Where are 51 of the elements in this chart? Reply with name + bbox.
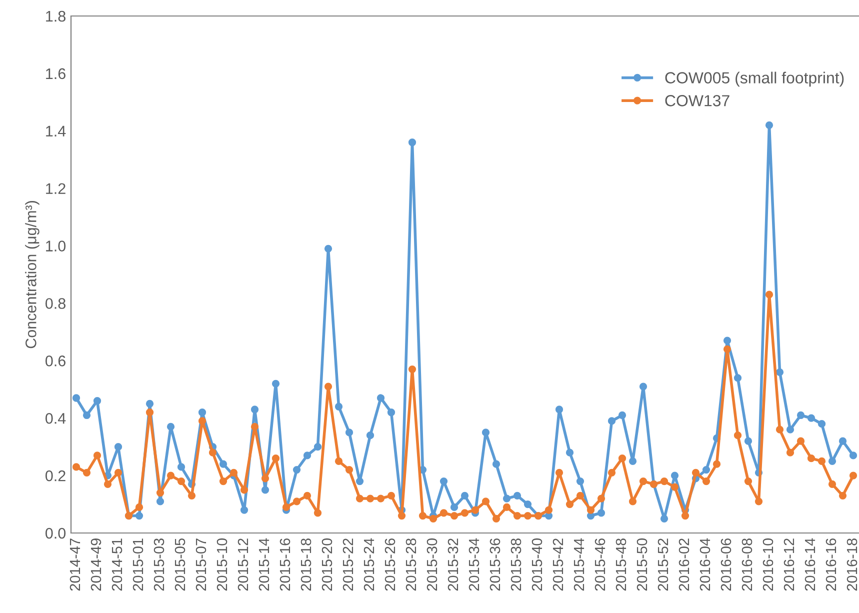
y-tick-label: 1.8 [46, 10, 66, 22]
x-tick-label: 2016-04 [700, 538, 710, 591]
x-tick-label: 2015-22 [342, 538, 354, 591]
y-tick-label: 0.2 [46, 470, 66, 482]
x-tick-label: 2015-07 [196, 538, 206, 591]
y-tick-label: 1.4 [46, 126, 66, 136]
x-tick-label: 2015-44 [574, 538, 584, 591]
legend-label: COW137 [665, 95, 730, 106]
x-tick-label: 2016-02 [678, 538, 690, 591]
x-tick-label: 2016-14 [804, 538, 816, 591]
x-tick-label: 2016-10 [762, 538, 774, 591]
x-tick-label: 2015-01 [132, 538, 144, 591]
y-tick-label: 1.2 [46, 183, 66, 194]
x-tick-label: 2015-10 [216, 538, 228, 591]
x-tick-label: 2015-40 [532, 538, 542, 591]
x-tick-label: 2015-32 [448, 538, 458, 591]
x-tick-label: 2016-16 [826, 538, 836, 591]
x-tick-label: 2014-47 [70, 538, 80, 591]
x-tick-label: 2015-36 [490, 538, 500, 591]
x-tick-label: 2016-06 [720, 538, 732, 591]
x-tick-label: 2015-12 [238, 538, 248, 591]
x-tick-label: 2014-51 [112, 538, 122, 591]
x-tick-label: 2016-12 [784, 538, 794, 591]
x-tick-label: 2015-28 [406, 538, 416, 591]
x-tick-label: 2015-03 [154, 538, 164, 591]
y-axis-title: Concentration (μg/m³) [25, 200, 40, 348]
legend-label: COW005 (small footprint) [665, 72, 844, 87]
y-tick-label: 0.4 [46, 412, 66, 424]
x-tick-label: 2016-08 [742, 538, 752, 591]
x-tick-label: 2015-26 [384, 538, 396, 591]
y-tick-label: 0.0 [46, 528, 66, 539]
x-tick-label: 2015-52 [658, 538, 668, 591]
x-tick-label: 2016-18 [846, 538, 858, 591]
x-tick-label: 2015-05 [174, 538, 186, 591]
x-tick-label: 2015-42 [552, 538, 564, 591]
x-tick-label: 2015-14 [258, 538, 270, 591]
x-tick-label: 2015-48 [616, 538, 626, 591]
y-tick-label: 0.8 [46, 298, 66, 309]
x-tick-label: 2015-18 [300, 538, 312, 591]
x-tick-label: 2014-49 [90, 538, 102, 591]
x-tick-label: 2015-20 [322, 538, 332, 591]
y-tick-label: 0.6 [46, 356, 66, 366]
x-tick-label: 2015-30 [426, 538, 438, 591]
y-tick-label: 1.6 [46, 68, 66, 80]
x-tick-label: 2015-16 [280, 538, 290, 591]
y-tick-label: 1.0 [46, 240, 66, 252]
x-tick-label: 2015-24 [364, 538, 374, 591]
x-tick-label: 2015-50 [636, 538, 648, 591]
x-tick-label: 2015-34 [468, 538, 480, 591]
x-tick-label: 2015-46 [594, 538, 606, 591]
x-tick-label: 2015-38 [510, 538, 522, 591]
